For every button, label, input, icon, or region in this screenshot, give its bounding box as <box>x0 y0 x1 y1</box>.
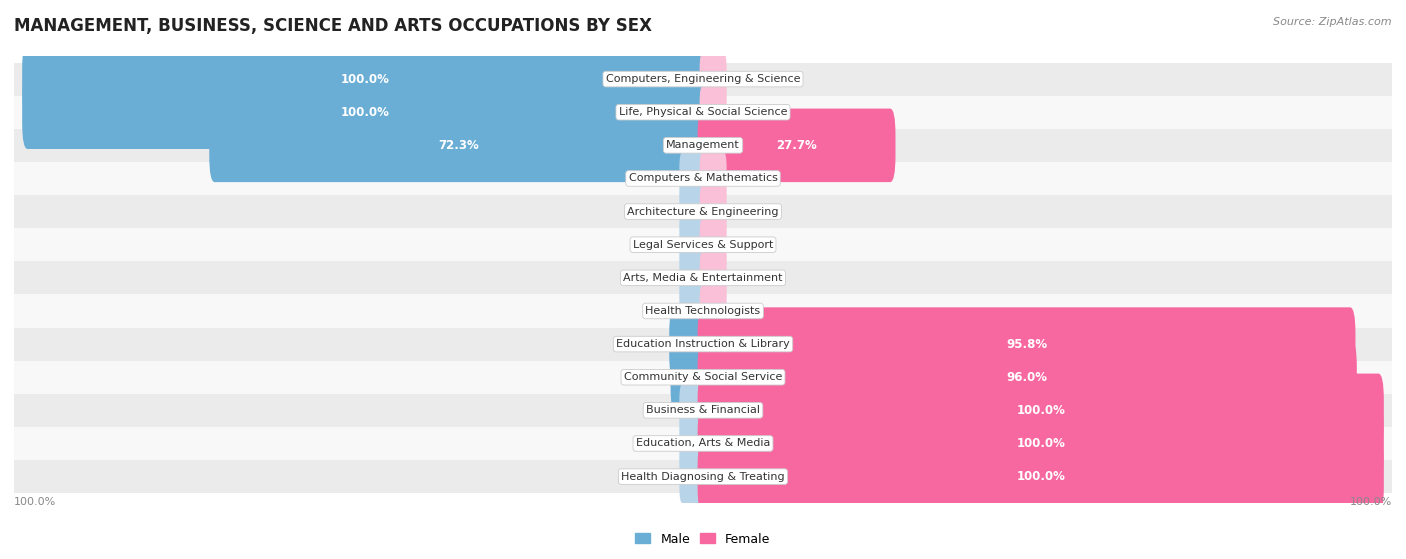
Text: Education, Arts & Media: Education, Arts & Media <box>636 438 770 448</box>
FancyBboxPatch shape <box>700 185 727 239</box>
FancyBboxPatch shape <box>700 218 727 272</box>
FancyBboxPatch shape <box>700 151 727 205</box>
Text: 0.0%: 0.0% <box>647 172 676 185</box>
Bar <box>14 427 1392 460</box>
Bar <box>14 261 1392 295</box>
Text: 100.0%: 100.0% <box>1017 470 1066 483</box>
Text: Legal Services & Support: Legal Services & Support <box>633 240 773 250</box>
FancyBboxPatch shape <box>700 86 727 139</box>
FancyBboxPatch shape <box>697 307 1355 381</box>
FancyBboxPatch shape <box>679 185 706 239</box>
Text: 4.0%: 4.0% <box>633 371 662 383</box>
Text: Computers, Engineering & Science: Computers, Engineering & Science <box>606 74 800 84</box>
Text: 0.0%: 0.0% <box>730 205 759 218</box>
FancyBboxPatch shape <box>671 340 709 414</box>
Text: Architecture & Engineering: Architecture & Engineering <box>627 207 779 216</box>
Text: 100.0%: 100.0% <box>1350 498 1392 508</box>
Text: Business & Financial: Business & Financial <box>645 405 761 415</box>
Bar <box>14 96 1392 129</box>
Text: 27.7%: 27.7% <box>776 139 817 152</box>
FancyBboxPatch shape <box>22 75 709 149</box>
Text: 0.0%: 0.0% <box>730 271 759 285</box>
FancyBboxPatch shape <box>679 218 706 272</box>
Text: 4.2%: 4.2% <box>631 338 661 350</box>
Text: 0.0%: 0.0% <box>647 404 676 417</box>
Text: 0.0%: 0.0% <box>647 305 676 318</box>
Bar <box>14 295 1392 328</box>
Text: 100.0%: 100.0% <box>340 106 389 119</box>
Text: 0.0%: 0.0% <box>647 437 676 450</box>
FancyBboxPatch shape <box>697 407 1384 480</box>
Bar <box>14 361 1392 394</box>
FancyBboxPatch shape <box>700 52 727 106</box>
Bar <box>14 328 1392 361</box>
FancyBboxPatch shape <box>697 373 1384 447</box>
Text: 100.0%: 100.0% <box>1017 404 1066 417</box>
Text: Life, Physical & Social Science: Life, Physical & Social Science <box>619 107 787 117</box>
FancyBboxPatch shape <box>679 151 706 205</box>
FancyBboxPatch shape <box>700 251 727 305</box>
FancyBboxPatch shape <box>697 340 1357 414</box>
Text: 0.0%: 0.0% <box>647 238 676 251</box>
Text: 100.0%: 100.0% <box>14 498 56 508</box>
Text: 100.0%: 100.0% <box>340 73 389 86</box>
Text: 0.0%: 0.0% <box>647 205 676 218</box>
FancyBboxPatch shape <box>209 108 709 182</box>
Legend: Male, Female: Male, Female <box>630 528 776 551</box>
Text: 0.0%: 0.0% <box>730 305 759 318</box>
Text: 0.0%: 0.0% <box>730 172 759 185</box>
Bar <box>14 394 1392 427</box>
Text: Health Technologists: Health Technologists <box>645 306 761 316</box>
Text: Community & Social Service: Community & Social Service <box>624 372 782 382</box>
Text: 0.0%: 0.0% <box>730 73 759 86</box>
FancyBboxPatch shape <box>679 450 706 504</box>
Text: 72.3%: 72.3% <box>439 139 479 152</box>
Bar <box>14 63 1392 96</box>
Text: 96.0%: 96.0% <box>1007 371 1047 383</box>
Text: 0.0%: 0.0% <box>647 470 676 483</box>
FancyBboxPatch shape <box>697 108 896 182</box>
FancyBboxPatch shape <box>679 383 706 437</box>
Text: 0.0%: 0.0% <box>647 271 676 285</box>
Text: 0.0%: 0.0% <box>730 238 759 251</box>
FancyBboxPatch shape <box>22 42 709 116</box>
Bar <box>14 460 1392 493</box>
Text: Source: ZipAtlas.com: Source: ZipAtlas.com <box>1274 17 1392 27</box>
Text: MANAGEMENT, BUSINESS, SCIENCE AND ARTS OCCUPATIONS BY SEX: MANAGEMENT, BUSINESS, SCIENCE AND ARTS O… <box>14 17 652 35</box>
Text: 100.0%: 100.0% <box>1017 437 1066 450</box>
FancyBboxPatch shape <box>700 284 727 338</box>
Bar <box>14 162 1392 195</box>
FancyBboxPatch shape <box>697 440 1384 513</box>
FancyBboxPatch shape <box>679 416 706 470</box>
FancyBboxPatch shape <box>679 251 706 305</box>
FancyBboxPatch shape <box>669 307 709 381</box>
Bar <box>14 228 1392 261</box>
Text: Computers & Mathematics: Computers & Mathematics <box>628 173 778 183</box>
Text: Health Diagnosing & Treating: Health Diagnosing & Treating <box>621 472 785 482</box>
Text: 95.8%: 95.8% <box>1005 338 1047 350</box>
FancyBboxPatch shape <box>679 284 706 338</box>
Text: 0.0%: 0.0% <box>730 106 759 119</box>
Text: Education Instruction & Library: Education Instruction & Library <box>616 339 790 349</box>
Bar <box>14 129 1392 162</box>
Bar <box>14 195 1392 228</box>
Text: Arts, Media & Entertainment: Arts, Media & Entertainment <box>623 273 783 283</box>
Text: Management: Management <box>666 140 740 150</box>
